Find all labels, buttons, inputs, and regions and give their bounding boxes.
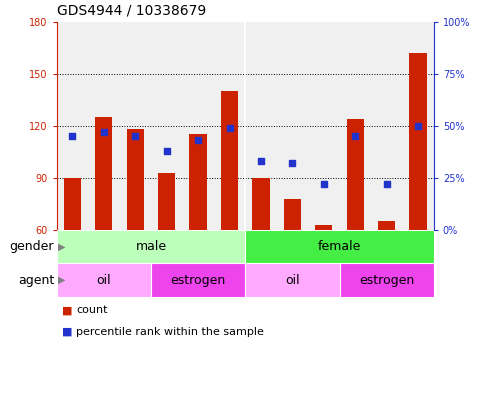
Point <box>194 137 202 143</box>
Text: oil: oil <box>285 274 300 286</box>
Bar <box>221 91 238 230</box>
Bar <box>340 263 434 297</box>
Bar <box>127 129 144 230</box>
Bar <box>378 221 395 230</box>
Bar <box>64 178 81 230</box>
Point <box>320 181 328 187</box>
Point <box>414 123 422 129</box>
Text: ■: ■ <box>62 305 72 316</box>
Bar <box>57 263 151 297</box>
Bar <box>347 119 364 230</box>
Point <box>352 133 359 139</box>
Point <box>288 160 296 166</box>
Bar <box>95 117 112 230</box>
Text: percentile rank within the sample: percentile rank within the sample <box>76 327 264 337</box>
Text: estrogen: estrogen <box>359 274 414 286</box>
Text: female: female <box>318 240 361 253</box>
Bar <box>189 134 207 230</box>
Text: ▶: ▶ <box>58 275 65 285</box>
Bar <box>158 173 176 230</box>
Text: ▶: ▶ <box>58 242 65 252</box>
Text: GDS4944 / 10338679: GDS4944 / 10338679 <box>57 4 206 18</box>
Point <box>257 158 265 164</box>
Bar <box>410 53 427 230</box>
Point <box>383 181 390 187</box>
Bar <box>315 225 332 230</box>
Point <box>163 148 171 154</box>
Bar <box>151 263 245 297</box>
Bar <box>245 263 340 297</box>
Bar <box>252 178 270 230</box>
Text: oil: oil <box>97 274 111 286</box>
Text: estrogen: estrogen <box>171 274 226 286</box>
Text: male: male <box>136 240 167 253</box>
Point <box>69 133 76 139</box>
Bar <box>57 230 245 263</box>
Text: gender: gender <box>10 240 54 253</box>
Text: count: count <box>76 305 108 316</box>
Text: ■: ■ <box>62 327 72 337</box>
Text: agent: agent <box>18 274 54 286</box>
Point <box>100 129 108 135</box>
Bar <box>284 198 301 230</box>
Point <box>131 133 139 139</box>
Point <box>226 125 234 131</box>
Bar <box>245 230 434 263</box>
